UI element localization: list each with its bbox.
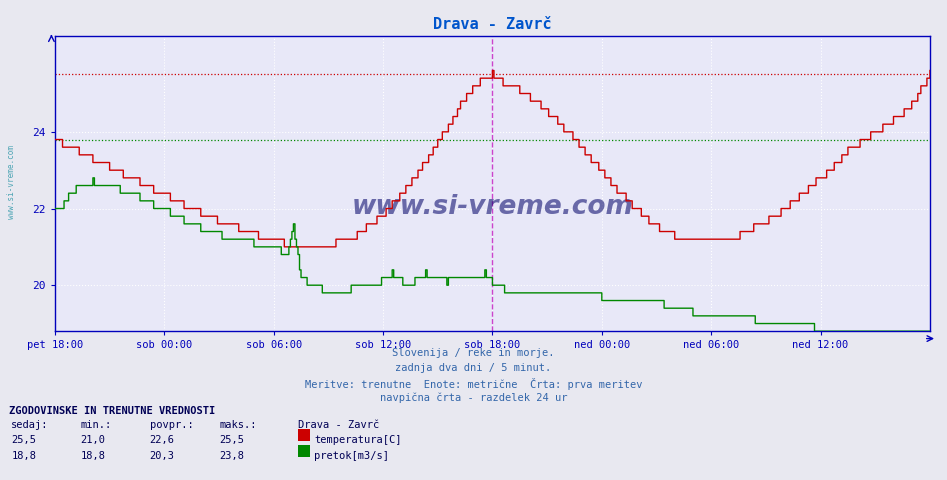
Text: povpr.:: povpr.:	[150, 420, 193, 430]
Text: pretok[m3/s]: pretok[m3/s]	[314, 451, 389, 461]
Text: sedaj:: sedaj:	[11, 420, 49, 430]
Text: 18,8: 18,8	[11, 451, 36, 461]
Text: maks.:: maks.:	[220, 420, 258, 430]
Text: 23,8: 23,8	[220, 451, 244, 461]
Text: Drava - Zavrč: Drava - Zavrč	[298, 420, 380, 430]
Text: 18,8: 18,8	[80, 451, 105, 461]
Text: 25,5: 25,5	[220, 435, 244, 445]
Text: Slovenija / reke in morje.: Slovenija / reke in morje.	[392, 348, 555, 358]
Text: Meritve: trenutne  Enote: metrične  Črta: prva meritev: Meritve: trenutne Enote: metrične Črta: …	[305, 378, 642, 390]
Text: navpična črta - razdelek 24 ur: navpična črta - razdelek 24 ur	[380, 393, 567, 403]
Text: 22,6: 22,6	[150, 435, 174, 445]
Text: 25,5: 25,5	[11, 435, 36, 445]
Text: temperatura[C]: temperatura[C]	[314, 435, 402, 445]
Text: zadnja dva dni / 5 minut.: zadnja dva dni / 5 minut.	[396, 363, 551, 373]
Text: 21,0: 21,0	[80, 435, 105, 445]
Text: min.:: min.:	[80, 420, 112, 430]
Text: 20,3: 20,3	[150, 451, 174, 461]
Text: www.si-vreme.com: www.si-vreme.com	[7, 145, 16, 219]
Text: ZGODOVINSKE IN TRENUTNE VREDNOSTI: ZGODOVINSKE IN TRENUTNE VREDNOSTI	[9, 406, 216, 416]
Title: Drava - Zavrč: Drava - Zavrč	[433, 17, 552, 32]
Text: www.si-vreme.com: www.si-vreme.com	[351, 194, 634, 220]
